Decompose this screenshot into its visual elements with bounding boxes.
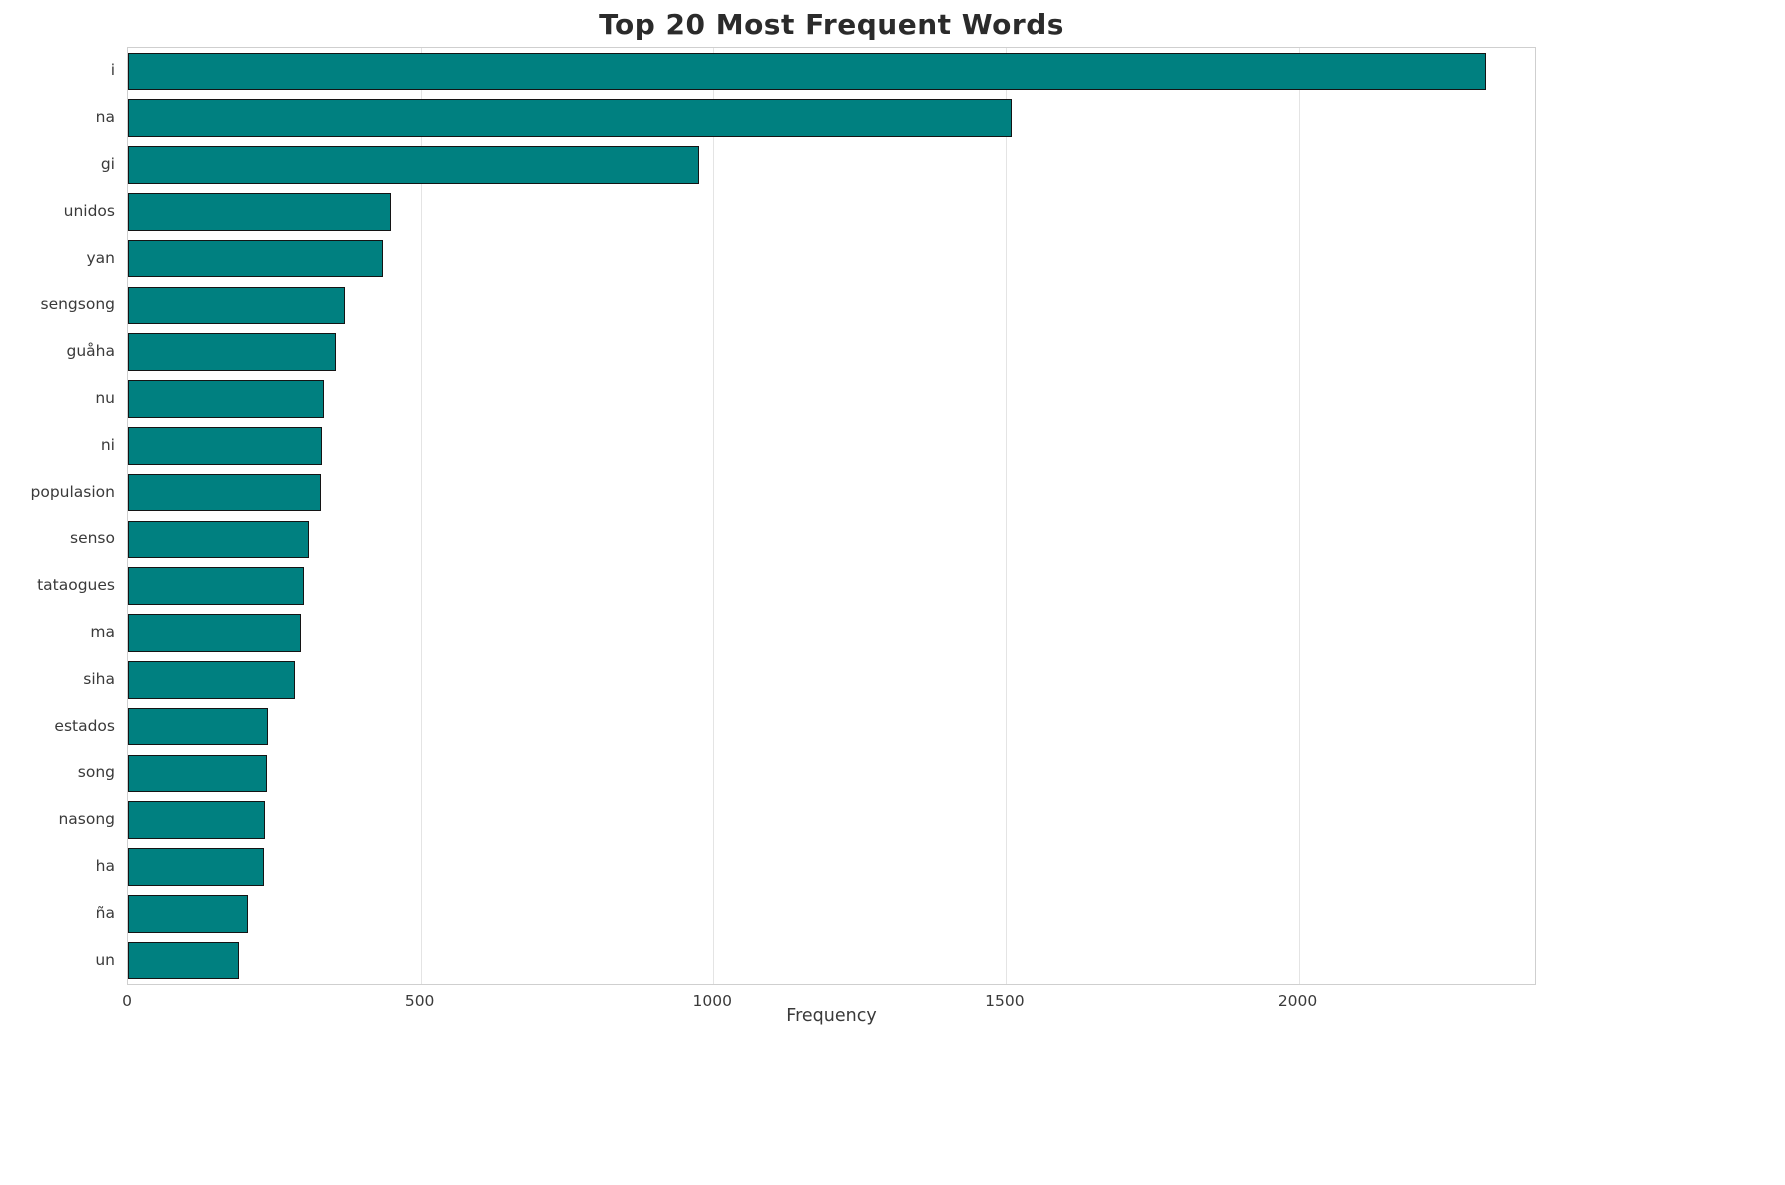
y-tick-label-i: i: [110, 61, 115, 80]
bar-senso: [128, 520, 310, 559]
bar-populasion: [128, 473, 322, 512]
bar-i: [128, 52, 1486, 91]
y-tick-label-ma: ma: [90, 623, 115, 641]
bar-na: [128, 99, 1012, 137]
bar-nasong: [128, 801, 265, 839]
y-tick-label-ha: ha: [95, 857, 115, 875]
gridline-x-1500: [1005, 48, 1007, 984]
y-tick-label-siha: siha: [83, 669, 115, 688]
y-tick-label-nu: nu: [95, 389, 115, 407]
y-tick-label-populasion: populasion: [30, 482, 115, 501]
bar-estados: [128, 707, 269, 746]
y-tick-label-tataogues: tataogues: [37, 576, 115, 595]
y-tick-label-unidos: unidos: [63, 201, 115, 220]
y-tick-label-guåha: guåha: [66, 342, 115, 361]
x-tick-label-500: 500: [404, 992, 435, 1010]
gridline-x-500: [420, 48, 422, 984]
bar-unidos: [128, 193, 392, 231]
y-tick-label-nasong: nasong: [58, 810, 115, 829]
bar-yan: [128, 239, 383, 278]
bar-guåha: [128, 333, 336, 371]
chart-title: Top 20 Most Frequent Words: [599, 8, 1064, 41]
bar-song: [128, 754, 267, 793]
y-tick-label-gi: gi: [100, 155, 115, 173]
bar-ña: [128, 895, 248, 933]
gridline-x-1000: [713, 48, 715, 984]
x-tick-label-1500: 1500: [985, 992, 1025, 1010]
bar-gi: [128, 146, 699, 184]
y-tick-label-ña: ña: [95, 903, 115, 922]
y-tick-label-estados: estados: [54, 716, 115, 735]
gridline-x-2000: [1298, 48, 1300, 984]
y-tick-label-un: un: [95, 950, 115, 969]
x-axis-label: Frequency: [786, 1006, 877, 1026]
bar-un: [128, 941, 240, 980]
y-tick-label-yan: yan: [86, 248, 116, 267]
x-tick-label-1000: 1000: [692, 992, 732, 1010]
bar-ha: [128, 848, 264, 886]
plot-area: [127, 47, 1536, 985]
bar-ma: [128, 614, 301, 652]
y-tick-label-senso: senso: [70, 529, 115, 548]
y-tick-label-sengsong: sengsong: [40, 295, 116, 314]
x-tick-label-2000: 2000: [1277, 992, 1318, 1010]
bar-nu: [128, 380, 325, 418]
bar-siha: [128, 661, 295, 699]
y-tick-label-na: na: [95, 108, 115, 127]
bar-tataogues: [128, 567, 304, 605]
bar-sengsong: [128, 286, 345, 325]
y-tick-label-ni: ni: [100, 435, 115, 454]
x-tick-label-0: 0: [122, 992, 132, 1010]
y-tick-label-song: song: [77, 763, 115, 782]
bar-ni: [128, 427, 323, 465]
